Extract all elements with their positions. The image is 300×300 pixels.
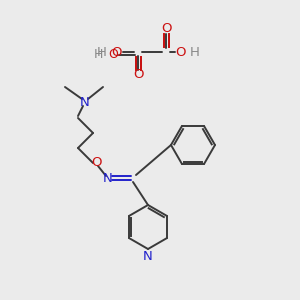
Text: H: H	[190, 46, 200, 59]
Text: O: O	[91, 157, 101, 169]
Text: O: O	[108, 49, 118, 62]
Text: N: N	[103, 172, 113, 184]
Text: O: O	[175, 46, 185, 59]
Text: H: H	[93, 49, 103, 62]
Text: O: O	[133, 68, 143, 82]
Text: N: N	[143, 250, 153, 263]
Text: N: N	[80, 97, 90, 110]
Text: H: H	[97, 46, 107, 59]
Text: O: O	[161, 22, 171, 35]
Text: O: O	[112, 46, 122, 59]
